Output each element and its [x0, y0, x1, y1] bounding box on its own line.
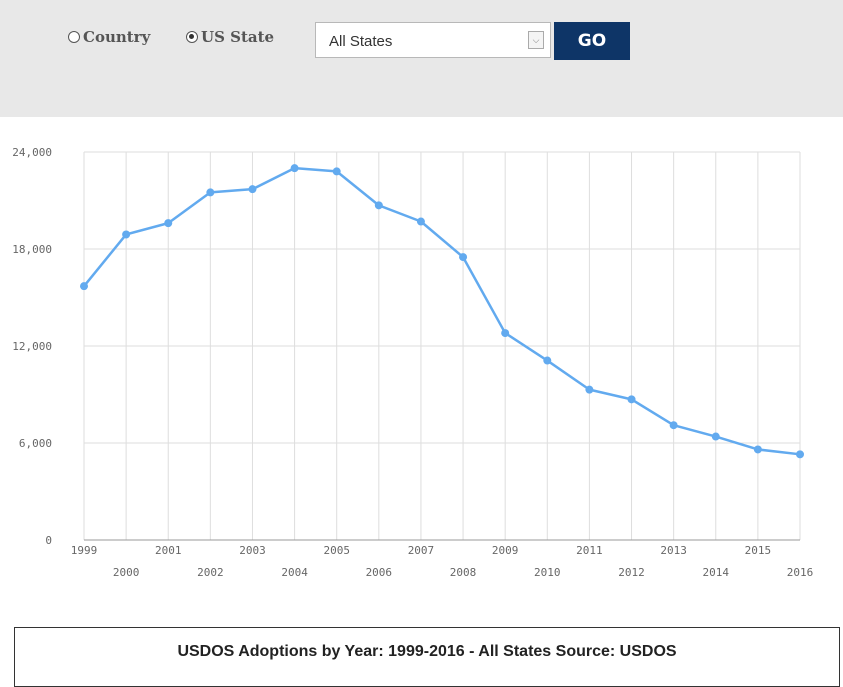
- chart-grid: [83, 151, 801, 541]
- y-tick-label: 6,000: [19, 437, 52, 450]
- x-tick-label: 2006: [366, 566, 393, 579]
- radio-us-state-label: US State: [201, 28, 275, 46]
- series-line: [83, 166, 801, 456]
- x-tick-label: 1999: [71, 544, 98, 557]
- data-point: [164, 219, 173, 228]
- data-point: [374, 201, 383, 210]
- chart-axes: 0 6,000 12,000 18,000 24,000 1999 2000 2001 2002…: [12, 146, 813, 579]
- data-point: [290, 164, 299, 173]
- caption-box: USDOS Adoptions by Year: 1999-2016 - All…: [14, 627, 840, 687]
- data-point: [80, 282, 88, 291]
- x-tick-label: 2004: [281, 566, 308, 579]
- data-point: [543, 356, 552, 365]
- data-point: [459, 253, 468, 262]
- data-point: [753, 445, 762, 454]
- x-tick-label: 2015: [745, 544, 772, 557]
- data-point: [501, 329, 510, 338]
- chart-series: [80, 164, 804, 459]
- data-point: [332, 167, 341, 176]
- x-tick-label: 2002: [197, 566, 224, 579]
- filter-bar: Country US State All States ⌵ GO: [0, 0, 843, 117]
- data-point: [585, 385, 594, 394]
- y-tick-label: 18,000: [12, 243, 52, 256]
- data-point: [669, 421, 678, 430]
- x-tick-label: 2011: [576, 544, 603, 557]
- data-point: [248, 185, 257, 194]
- y-tick-label: 24,000: [12, 146, 52, 159]
- x-tick-label: 2012: [618, 566, 645, 579]
- x-tick-label: 2008: [450, 566, 477, 579]
- x-tick-label: 2005: [323, 544, 350, 557]
- x-tick-label: 2016: [787, 566, 814, 579]
- x-tick-label: 2001: [155, 544, 182, 557]
- y-tick-label: 0: [45, 534, 52, 547]
- data-point: [122, 230, 131, 239]
- chart-caption: USDOS Adoptions by Year: 1999-2016 - All…: [177, 643, 677, 660]
- radio-country-label: Country: [83, 28, 151, 46]
- chevron-down-icon[interactable]: ⌵: [528, 31, 544, 49]
- radio-unselected-icon: [68, 31, 80, 43]
- line-chart: 0 6,000 12,000 18,000 24,000 1999 2000 2001 2002…: [12, 146, 813, 579]
- x-tick-label: 2014: [703, 566, 730, 579]
- x-tick-label: 2009: [492, 544, 519, 557]
- x-tick-label: 2007: [408, 544, 435, 557]
- data-point: [206, 188, 215, 197]
- state-select[interactable]: All States ⌵: [315, 22, 551, 58]
- state-select-value: All States: [329, 33, 393, 50]
- radio-country[interactable]: Country: [68, 27, 150, 47]
- y-tick-label: 12,000: [12, 340, 52, 353]
- x-tick-label: 2000: [113, 566, 140, 579]
- x-tick-label: 2013: [660, 544, 687, 557]
- data-point: [796, 450, 804, 459]
- data-point: [627, 395, 636, 404]
- radio-selected-icon: [186, 31, 198, 43]
- x-tick-label: 2010: [534, 566, 561, 579]
- go-button[interactable]: GO: [554, 22, 630, 60]
- data-point: [416, 217, 425, 226]
- data-point: [711, 432, 720, 441]
- radio-us-state[interactable]: US State: [186, 27, 274, 47]
- x-tick-label: 2003: [239, 544, 266, 557]
